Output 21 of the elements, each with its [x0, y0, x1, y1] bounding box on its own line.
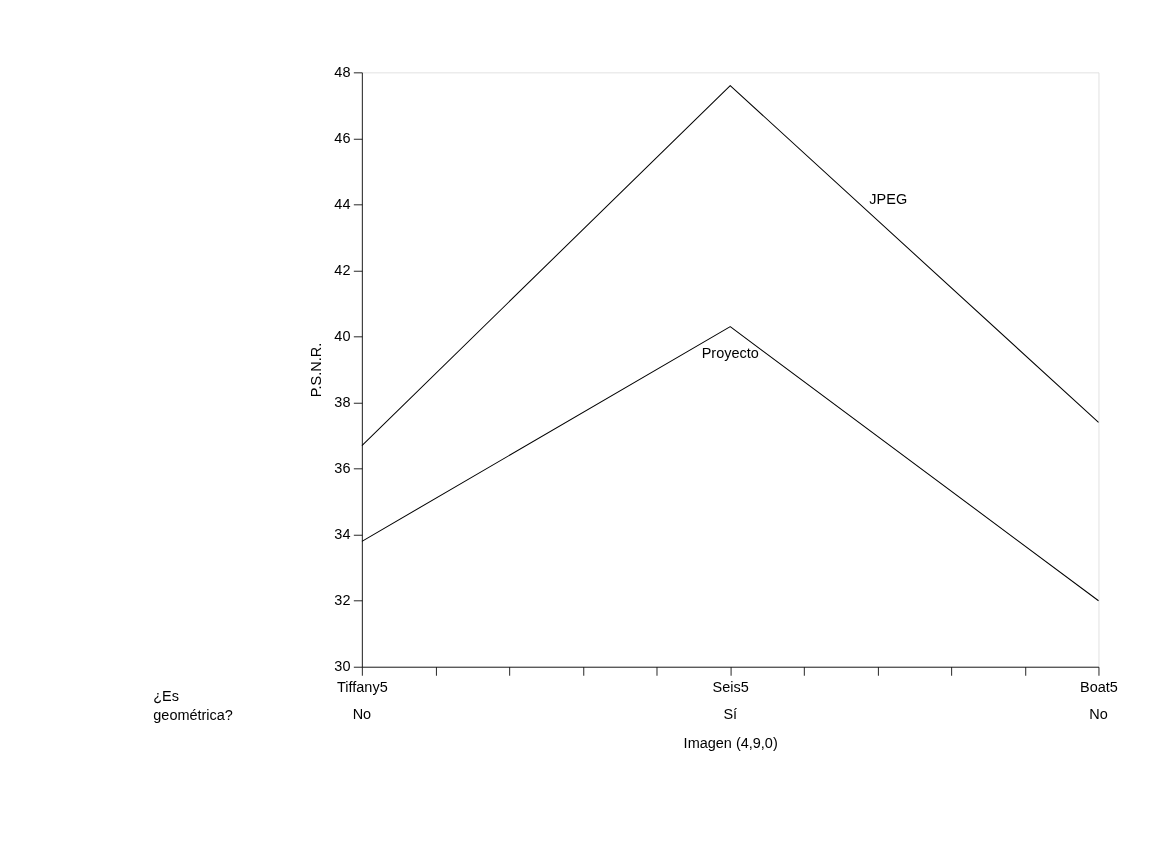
y-tick-label: 44	[334, 196, 351, 213]
x-tick-label: Seis5	[712, 678, 749, 695]
y-tick-label: 30	[334, 658, 351, 675]
x-tick-label: Boat5	[1080, 678, 1118, 695]
x-axis-title: Imagen (4,9,0)	[683, 735, 778, 752]
y-tick-label: 38	[334, 394, 351, 411]
y-tick-label: 40	[334, 328, 351, 345]
y-tick-label: 32	[334, 592, 351, 609]
y-tick-label: 46	[334, 130, 351, 147]
y-tick-label: 36	[334, 460, 351, 477]
y-tick-label: 42	[334, 262, 351, 279]
y-axis-title: P.S.N.R.	[307, 342, 324, 398]
text: Sí	[723, 705, 738, 722]
y-tick-label: 34	[334, 526, 351, 543]
series-label: JPEG	[869, 190, 908, 207]
text: No	[352, 705, 372, 722]
text: ¿Es geométrica?	[153, 687, 233, 723]
series-label: Proyecto	[701, 345, 759, 362]
y-tick-label: 48	[334, 64, 351, 81]
text: No	[1089, 705, 1108, 722]
x-tick-label: Tiffany5	[337, 678, 388, 695]
